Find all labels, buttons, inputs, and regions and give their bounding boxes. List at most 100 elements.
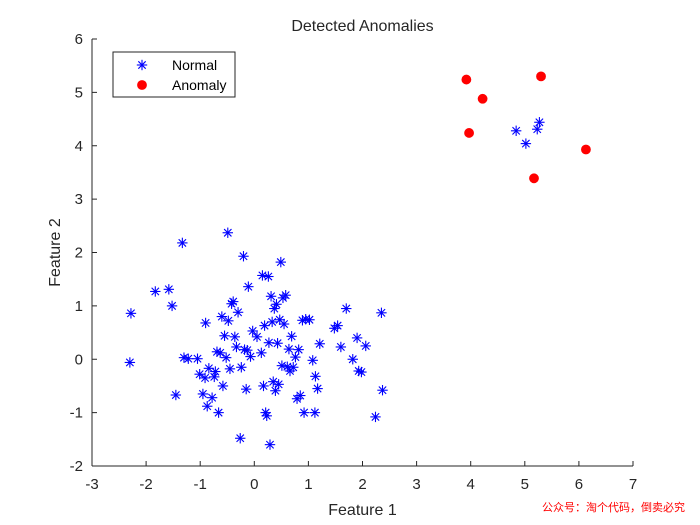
normal-point — [347, 354, 358, 365]
x-tick-label: 1 — [304, 476, 312, 493]
normal-point — [256, 347, 267, 359]
normal-point — [332, 320, 343, 331]
watermark-text: 公众号：淘个代码，倒卖必究 — [542, 500, 685, 514]
normal-point — [520, 138, 532, 149]
legend-label-normal: Normal — [172, 57, 217, 73]
y-axis-label: Feature 2 — [47, 218, 64, 287]
normal-point — [245, 351, 256, 362]
normal-point — [272, 338, 283, 349]
normal-point — [351, 332, 363, 344]
normal-point — [166, 300, 178, 312]
chart-title: Detected Anomalies — [291, 18, 433, 35]
normal-point — [275, 256, 287, 268]
normal-point — [265, 291, 277, 302]
normal-point — [278, 318, 290, 330]
anomaly-point — [581, 144, 591, 155]
normal-point — [213, 407, 224, 418]
y-tick-label: 4 — [75, 138, 83, 155]
normal-point — [224, 363, 236, 375]
normal-point — [261, 410, 272, 422]
normal-point — [312, 383, 323, 394]
x-tick-label: 0 — [250, 476, 258, 493]
normal-point — [170, 389, 182, 401]
normal-point — [314, 338, 325, 349]
normal-point — [206, 392, 218, 403]
normal-point — [263, 271, 274, 282]
normal-point — [266, 316, 278, 328]
x-tick-label: 3 — [412, 476, 420, 493]
normal-point — [229, 331, 241, 343]
normal-point — [183, 353, 194, 364]
normal-point — [215, 347, 226, 359]
y-tick-label: 3 — [75, 191, 83, 208]
normal-point — [257, 270, 268, 281]
normal-point — [192, 353, 203, 364]
y-tick-label: 5 — [75, 84, 83, 101]
normal-point — [238, 251, 249, 262]
legend-label-anomaly: Anomaly — [172, 77, 226, 93]
y-tick-label: -1 — [70, 405, 83, 422]
normal-point — [251, 331, 263, 343]
normal-point — [197, 388, 209, 400]
y-tick-label: 2 — [75, 245, 83, 262]
x-tick-label: 2 — [358, 476, 366, 493]
normal-point — [341, 303, 352, 314]
normal-point — [268, 376, 279, 387]
normal-point — [216, 311, 228, 322]
normal-point — [210, 366, 221, 377]
legend-asterisk-icon — [136, 59, 148, 71]
normal-point — [259, 320, 270, 331]
y-tick-label: 0 — [75, 351, 83, 368]
normal-point — [163, 284, 175, 295]
normal-point — [220, 352, 232, 363]
x-tick-label: 6 — [575, 476, 583, 493]
normal-point — [376, 307, 387, 319]
normal-point — [243, 281, 254, 292]
normal-point — [219, 330, 230, 341]
normal-point — [534, 117, 545, 128]
x-tick-label: 5 — [521, 476, 529, 493]
y-tick-label: 6 — [75, 31, 83, 48]
normal-point — [298, 407, 310, 418]
legend-marker-normal — [136, 59, 148, 71]
normal-point — [150, 286, 161, 297]
x-tick-label: 4 — [467, 476, 475, 493]
normal-point — [199, 372, 211, 384]
legend: Normal Anomaly — [112, 51, 236, 98]
anomaly-point — [536, 71, 546, 82]
normal-point — [202, 401, 213, 412]
normal-point — [235, 433, 246, 444]
normal-point — [223, 315, 234, 327]
anomaly-point — [464, 128, 474, 138]
normal-point — [258, 380, 269, 392]
normal-point — [194, 368, 205, 380]
legend-box — [112, 51, 236, 98]
normal-point — [222, 227, 233, 238]
normal-point — [232, 307, 244, 318]
normal-point — [177, 237, 188, 249]
normal-point — [271, 299, 282, 310]
normal-point — [247, 325, 258, 337]
anomaly-point — [529, 173, 539, 184]
normal-point — [200, 317, 211, 329]
legend-dot-icon — [137, 80, 147, 90]
normal-point — [240, 383, 252, 395]
normal-point — [370, 411, 381, 423]
normal-point — [360, 340, 371, 352]
normal-point — [307, 355, 318, 366]
normal-point — [293, 344, 304, 355]
normal-point — [356, 366, 367, 378]
normal-point — [295, 390, 306, 401]
normal-point — [309, 407, 321, 418]
normal-point — [236, 362, 247, 373]
normal-point — [288, 362, 299, 373]
points-layer — [124, 71, 591, 450]
normal-point — [228, 296, 239, 307]
x-axis-label: Feature 1 — [328, 502, 397, 519]
normal-point — [231, 341, 242, 353]
y-tick-label: -2 — [70, 458, 83, 475]
normal-point — [217, 380, 229, 392]
x-tick-label: -3 — [85, 476, 98, 493]
